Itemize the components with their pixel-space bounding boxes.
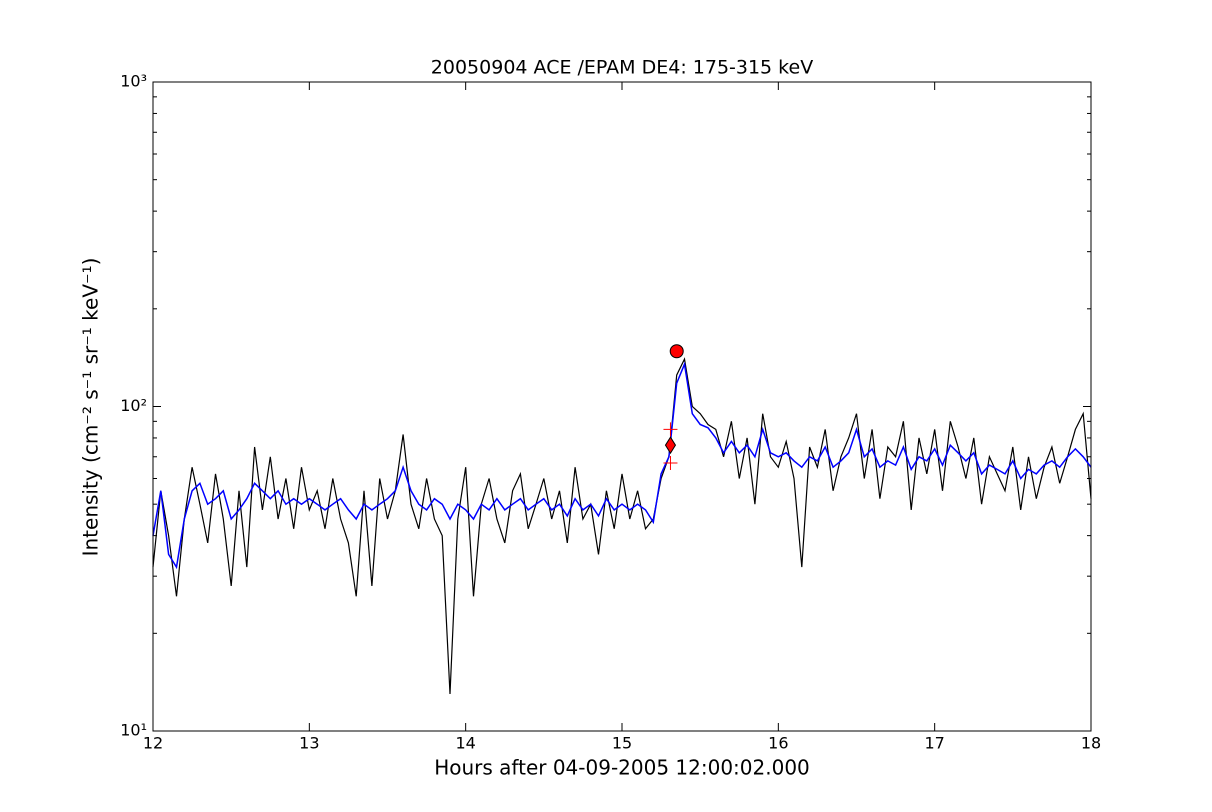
y-tick-label: 10³ [120, 72, 147, 91]
y-axis-label: Intensity (cm⁻² s⁻¹ sr⁻¹ keV⁻¹) [79, 258, 103, 557]
x-tick-label: 12 [143, 734, 163, 753]
x-tick-label: 16 [768, 734, 788, 753]
y-tick-label: 10¹ [120, 721, 147, 740]
marker-plus [663, 455, 678, 470]
x-axis-label: Hours after 04-09-2005 12:00:02.000 [434, 756, 810, 780]
series-line [152, 361, 1092, 570]
marker-plus [663, 422, 678, 437]
marker-diamond [664, 436, 677, 455]
series-line [152, 357, 1092, 695]
x-tick-label: 15 [612, 734, 632, 753]
chart-title: 20050904 ACE /EPAM DE4: 175-315 keV [431, 57, 813, 79]
x-tick-label: 18 [1081, 734, 1101, 753]
x-tick-label: 13 [299, 734, 319, 753]
x-tick-label: 14 [455, 734, 475, 753]
plot-frame [152, 81, 1092, 732]
marker-circle [669, 344, 684, 359]
x-tick-label: 17 [924, 734, 944, 753]
y-tick-label: 10² [120, 396, 147, 415]
